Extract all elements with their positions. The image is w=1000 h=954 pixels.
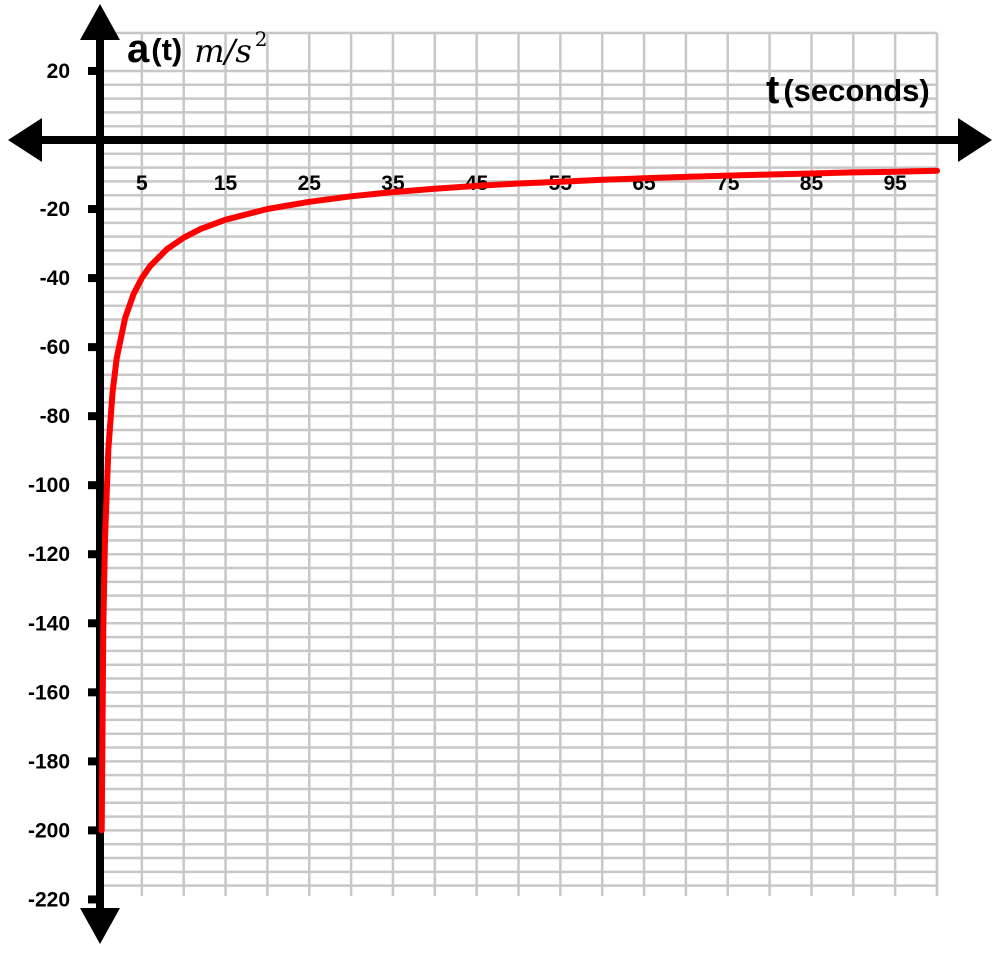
y-axis-title-sub: (t) (151, 32, 182, 67)
grid (100, 31, 939, 896)
y-tick-mark (88, 688, 98, 697)
x-tick-label: 25 (298, 172, 322, 195)
series-line (98, 167, 940, 834)
x-axis-title: t (seconds) (766, 68, 930, 112)
x-tick-label: 5 (136, 172, 148, 195)
y-tick-mark (88, 343, 98, 352)
x-axis-arrow-right (958, 118, 992, 162)
y-tick-label: -100 (28, 474, 70, 497)
y-tick-label: 20 (47, 60, 70, 83)
x-axis-title-sub: (seconds) (783, 73, 929, 108)
y-tick-label: -60 (40, 336, 70, 359)
y-tick-label: -20 (40, 198, 70, 221)
y-tick-mark (88, 757, 98, 766)
y-axis-arrow-down (80, 908, 120, 944)
y-axis-title-unit: m/s (194, 32, 252, 70)
series-layer (98, 167, 940, 834)
y-axis-title-exponent: 2 (255, 27, 268, 51)
y-tick-label: -120 (28, 543, 70, 566)
y-tick-label: -220 (28, 888, 70, 911)
y-tick-label: -200 (28, 819, 70, 842)
y-tick-mark (88, 550, 98, 559)
ticks: 20 -20 -40 -60 -80 -100 -120 -140 -160 -180 -200 -2… (28, 60, 907, 911)
y-tick-mark (88, 619, 98, 628)
y-tick-label: -80 (40, 405, 70, 428)
y-tick-label: -160 (28, 681, 70, 704)
x-tick-label: 15 (214, 172, 238, 195)
y-tick-label: -40 (40, 267, 70, 290)
y-axis-arrow-up (80, 4, 120, 40)
x-tick-label: 95 (883, 172, 907, 195)
y-tick-mark (88, 66, 98, 75)
x-axis-arrow-left (8, 118, 42, 162)
x-tick-label: 85 (800, 172, 824, 195)
y-tick-label: -180 (28, 750, 70, 773)
y-axis-title: a(t) m/s 2 (127, 27, 268, 71)
y-tick-mark (88, 481, 98, 490)
y-tick-mark (88, 412, 98, 421)
y-tick-mark (88, 826, 98, 835)
y-tick-mark (88, 274, 98, 283)
y-tick-mark (88, 205, 98, 214)
y-tick-label: -140 (28, 612, 70, 635)
x-axis-title-main: t (766, 68, 779, 112)
y-tick-mark (88, 895, 98, 904)
y-axis-title-main: a (127, 27, 150, 71)
